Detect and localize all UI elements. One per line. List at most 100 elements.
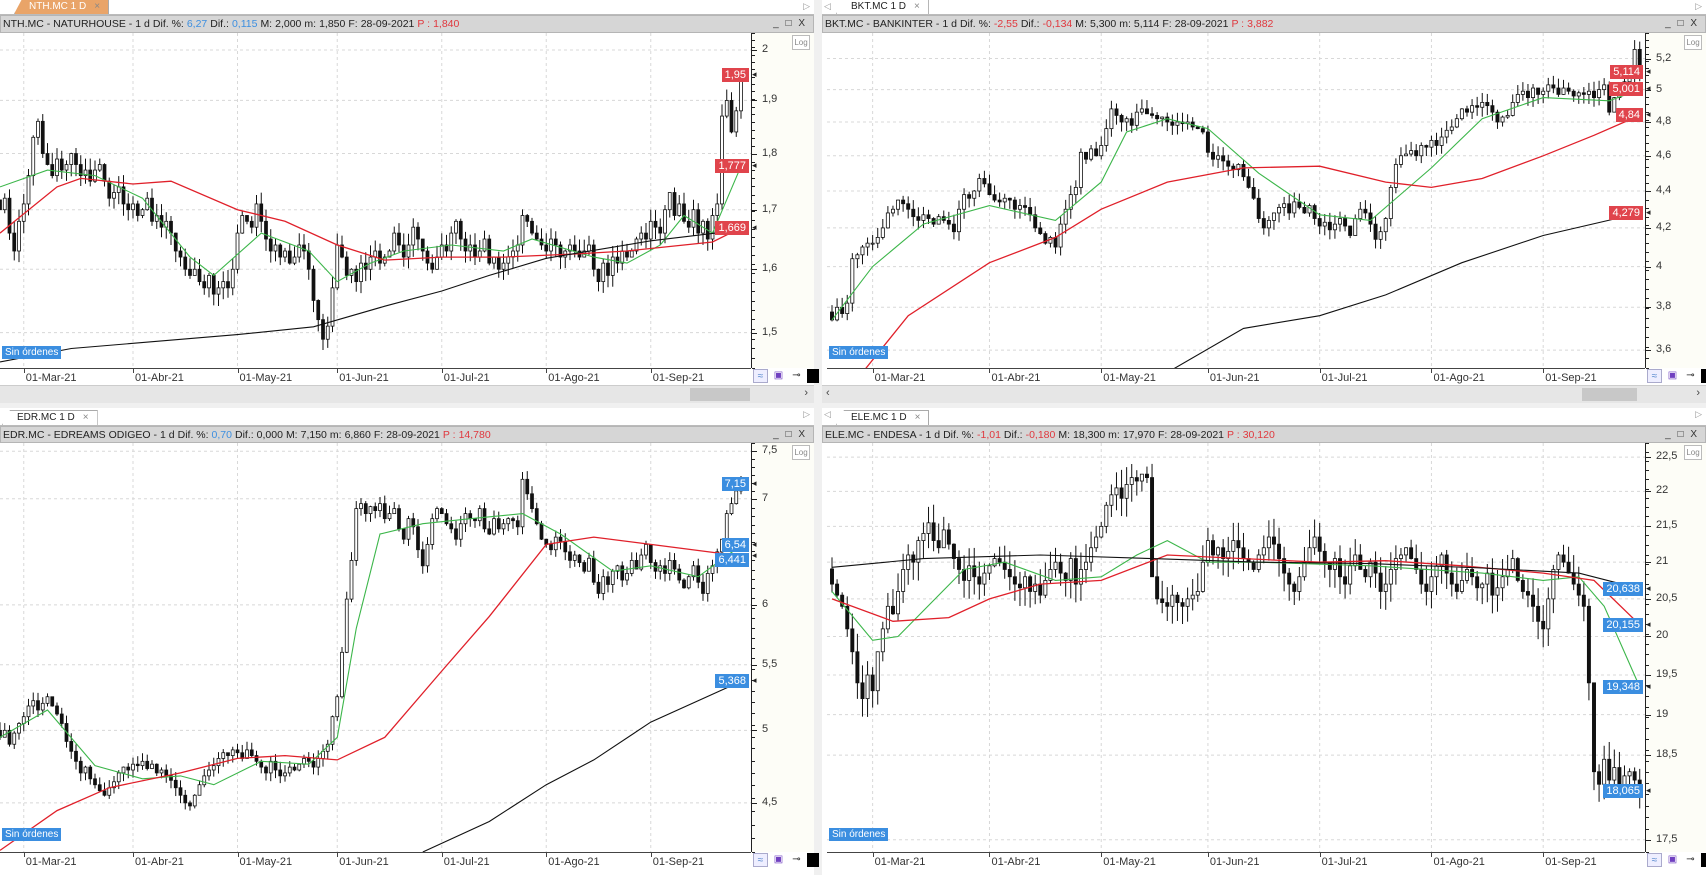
log-scale-button[interactable]: Log — [1684, 445, 1702, 460]
chart-tab[interactable]: NTH.MC 1 D × — [14, 0, 110, 14]
candle-up — [340, 651, 344, 698]
x-tick-label: 01-Ago-21 — [1433, 372, 1485, 384]
time-axis[interactable]: 01-Mar-21 01-Abr-21 01-May-21 01-Jun-21 01-J… — [827, 852, 1645, 869]
candle-down — [306, 758, 311, 762]
log-scale-button[interactable]: Log — [1684, 35, 1702, 50]
tab-close-icon[interactable]: × — [914, 412, 921, 423]
indicator-wave-icon[interactable]: ≈ — [1647, 369, 1662, 383]
window-controls[interactable]: _ □ X — [1665, 18, 1699, 29]
indicator-wave-icon[interactable]: ≈ — [1647, 853, 1662, 867]
candle-down — [582, 562, 587, 572]
y-minor-tick — [1646, 317, 1649, 319]
candle-down — [911, 208, 916, 218]
price-arrow-icon: ◂ — [752, 68, 757, 79]
chart-tab[interactable]: BKT.MC 1 D × — [836, 0, 929, 14]
price-axis[interactable]: Log 5,2 5 4,8 4,6 4,4 4,2 4 3,8 3,6 ◂ ◂ ◂ ◂ — [1645, 33, 1706, 369]
price-chart-plot[interactable]: Sin órdenes 20,638 20,155 19,348 18,065 — [827, 443, 1645, 852]
candle-down — [577, 554, 582, 563]
y-minor-tick — [752, 760, 755, 762]
color-swatch[interactable] — [1701, 853, 1706, 867]
price-axis[interactable]: Log 7,5 7 6 5,5 5 4,5 ◂ ◂ ◂ ◂ — [751, 443, 814, 853]
indicator-wave-icon[interactable]: ≈ — [753, 369, 768, 383]
candle-down — [1322, 550, 1327, 563]
chart-tab[interactable]: ELE.MC 1 D × — [836, 410, 930, 425]
scroll-right-icon[interactable]: › — [1696, 387, 1700, 399]
price-chart-plot[interactable]: Sin órdenes 1,95 1,777 1,669 — [0, 33, 751, 368]
x-tick-label: 01-Abr-21 — [135, 372, 184, 384]
price-axis[interactable]: Log 2 1,9 1,8 1,7 1,6 1,5 ◂ ◂ ◂ — [751, 33, 814, 369]
price-axis[interactable]: Log 22,5 22 21,5 21 20,5 20 19,5 19 18,5 17,5 ◂ ◂ ◂ ◂ — [1645, 443, 1706, 853]
window-controls[interactable]: _ □ X — [773, 18, 807, 29]
header-dif-pct: -1,01 — [976, 429, 1001, 441]
candle-down — [534, 508, 539, 525]
horizontal-scrollbar[interactable]: ‹ › — [822, 385, 1706, 403]
save-icon[interactable]: ▣ — [773, 854, 784, 865]
candle-down — [473, 244, 477, 258]
save-icon[interactable]: ▣ — [773, 370, 784, 381]
log-scale-button[interactable]: Log — [792, 35, 810, 50]
pin-icon[interactable]: ⊸ — [792, 370, 801, 381]
candle-down — [840, 594, 845, 607]
tab-scroll-left-icon[interactable]: ◁ — [824, 409, 831, 419]
time-axis[interactable]: 01-Mar-21 01-Abr-21 01-May-21 01-Jun-21 01-J… — [827, 368, 1645, 385]
time-axis[interactable]: 01-Mar-21 01-Abr-21 01-May-21 01-Jun-21 01-J… — [0, 852, 751, 869]
color-swatch[interactable] — [1701, 369, 1706, 383]
candle-up — [1338, 218, 1342, 225]
candle-up — [1053, 561, 1058, 570]
x-tick-label: 01-Mar-21 — [25, 372, 77, 384]
y-minor-tick — [752, 153, 755, 155]
scroll-right-icon[interactable]: › — [804, 387, 808, 399]
scrollbar-thumb[interactable] — [1582, 388, 1637, 401]
scrollbar-thumb[interactable] — [690, 388, 750, 401]
tab-scroll-left-icon[interactable]: ◁ — [824, 1, 831, 11]
save-icon[interactable]: ▣ — [1667, 854, 1678, 865]
y-minor-tick — [752, 348, 755, 350]
candle-down — [972, 565, 977, 578]
candlestick-chart[interactable] — [0, 33, 751, 368]
x-tick-label: 01-Jul-21 — [443, 372, 490, 384]
tab-close-icon[interactable]: × — [82, 412, 89, 423]
pin-icon[interactable]: ⊸ — [792, 854, 801, 865]
candle-down — [202, 281, 207, 289]
candle-up — [1033, 583, 1038, 592]
time-axis[interactable]: 01-Mar-21 01-Abr-21 01-May-21 01-Jun-21 01-J… — [0, 368, 751, 385]
tab-close-icon[interactable]: × — [914, 1, 920, 12]
log-scale-button[interactable]: Log — [792, 445, 810, 460]
horizontal-scrollbar[interactable]: › — [0, 385, 814, 403]
y-minor-tick — [1646, 242, 1649, 244]
price-tag: 18,065 — [1603, 784, 1643, 799]
y-tick — [1646, 122, 1651, 123]
candle-down — [1028, 207, 1033, 216]
price-chart-plot[interactable]: Sin órdenes 5,114 5,001 4,84 4,279 — [827, 33, 1645, 368]
tab-scroll-right-icon[interactable]: ▷ — [1695, 1, 1702, 11]
save-icon[interactable]: ▣ — [1667, 370, 1678, 381]
candle-down — [1607, 758, 1612, 781]
candle-down — [1002, 561, 1007, 570]
color-swatch[interactable] — [807, 369, 819, 383]
pin-icon[interactable]: ⊸ — [1686, 370, 1695, 381]
candlestick-chart[interactable] — [827, 33, 1645, 368]
tab-scroll-right-icon[interactable]: ▷ — [1695, 409, 1702, 419]
color-swatch[interactable] — [807, 853, 819, 867]
candle-up — [1043, 580, 1048, 596]
scroll-left-icon[interactable]: ‹ — [826, 387, 830, 399]
candlestick-chart[interactable] — [0, 443, 751, 852]
y-minor-tick — [752, 263, 755, 265]
window-controls[interactable]: _ □ X — [773, 429, 807, 440]
price-chart-plot[interactable]: Sin órdenes 7,15 6,54 6,441 5,368 — [0, 443, 751, 852]
y-minor-tick — [752, 83, 755, 85]
window-controls[interactable]: _ □ X — [1665, 429, 1699, 440]
chart-tab[interactable]: EDR.MC 1 D × — [2, 410, 98, 425]
tab-scroll-right-icon[interactable]: ▷ — [803, 409, 810, 419]
pin-icon[interactable]: ⊸ — [1686, 854, 1695, 865]
candle-down — [1561, 554, 1566, 563]
indicator-wave-icon[interactable]: ≈ — [753, 853, 768, 867]
x-tick-label: 01-Mar-21 — [874, 856, 926, 868]
tab-close-icon[interactable]: × — [94, 1, 101, 12]
candle-up — [1089, 547, 1094, 563]
candle-up — [896, 199, 901, 210]
candle-down — [1632, 771, 1637, 781]
candle-down — [1155, 576, 1160, 600]
tab-scroll-right-icon[interactable]: ▷ — [803, 1, 810, 11]
candlestick-chart[interactable] — [827, 443, 1645, 852]
